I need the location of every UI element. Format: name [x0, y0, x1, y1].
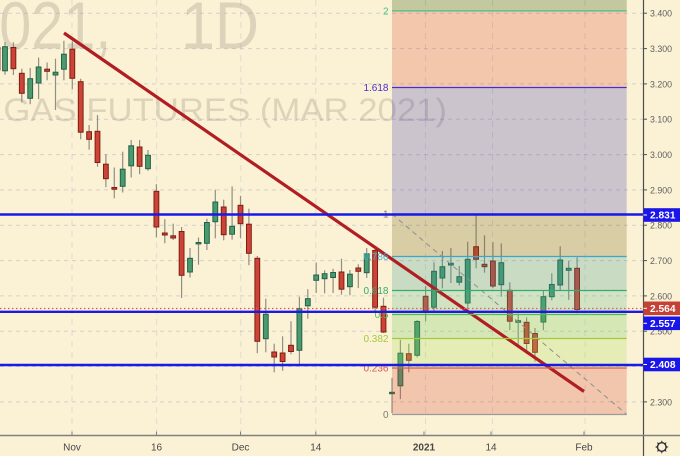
svg-text:2.600: 2.600: [650, 291, 672, 301]
svg-text:0.236: 0.236: [363, 364, 388, 375]
svg-text:2.800: 2.800: [650, 221, 672, 231]
svg-text:2.500: 2.500: [650, 327, 672, 337]
svg-text:0.5: 0.5: [375, 310, 389, 321]
svg-text:3.400: 3.400: [650, 9, 672, 19]
svg-text:2.831: 2.831: [650, 211, 676, 222]
svg-text:Feb: Feb: [575, 443, 593, 454]
svg-text:0.618: 0.618: [363, 286, 388, 297]
svg-text:2021: 2021: [413, 443, 436, 454]
svg-text:2: 2: [383, 7, 389, 18]
svg-text:0: 0: [383, 410, 389, 421]
svg-text:3.000: 3.000: [650, 150, 672, 160]
svg-text:2.408: 2.408: [650, 360, 676, 371]
svg-text:14: 14: [310, 443, 322, 454]
svg-text:3.100: 3.100: [650, 115, 672, 125]
svg-text:Dec: Dec: [232, 443, 250, 454]
svg-text:2.564: 2.564: [650, 304, 676, 315]
svg-text:2.557: 2.557: [650, 319, 676, 330]
svg-text:Nov: Nov: [63, 443, 81, 454]
svg-text:2.300: 2.300: [650, 397, 672, 407]
svg-text:3.300: 3.300: [650, 44, 672, 54]
svg-text:1.618: 1.618: [363, 83, 388, 94]
svg-text:2.900: 2.900: [650, 185, 672, 195]
svg-text:1D: 1D: [181, 0, 259, 64]
svg-text:0.786: 0.786: [363, 252, 388, 263]
svg-text:2.700: 2.700: [650, 256, 672, 266]
svg-text:GAS FUTURES (MAR 2021): GAS FUTURES (MAR 2021): [3, 92, 447, 128]
svg-text:14: 14: [485, 443, 497, 454]
svg-text:16: 16: [151, 443, 163, 454]
svg-text:3.200: 3.200: [650, 79, 672, 89]
svg-text:0.382: 0.382: [363, 334, 388, 345]
